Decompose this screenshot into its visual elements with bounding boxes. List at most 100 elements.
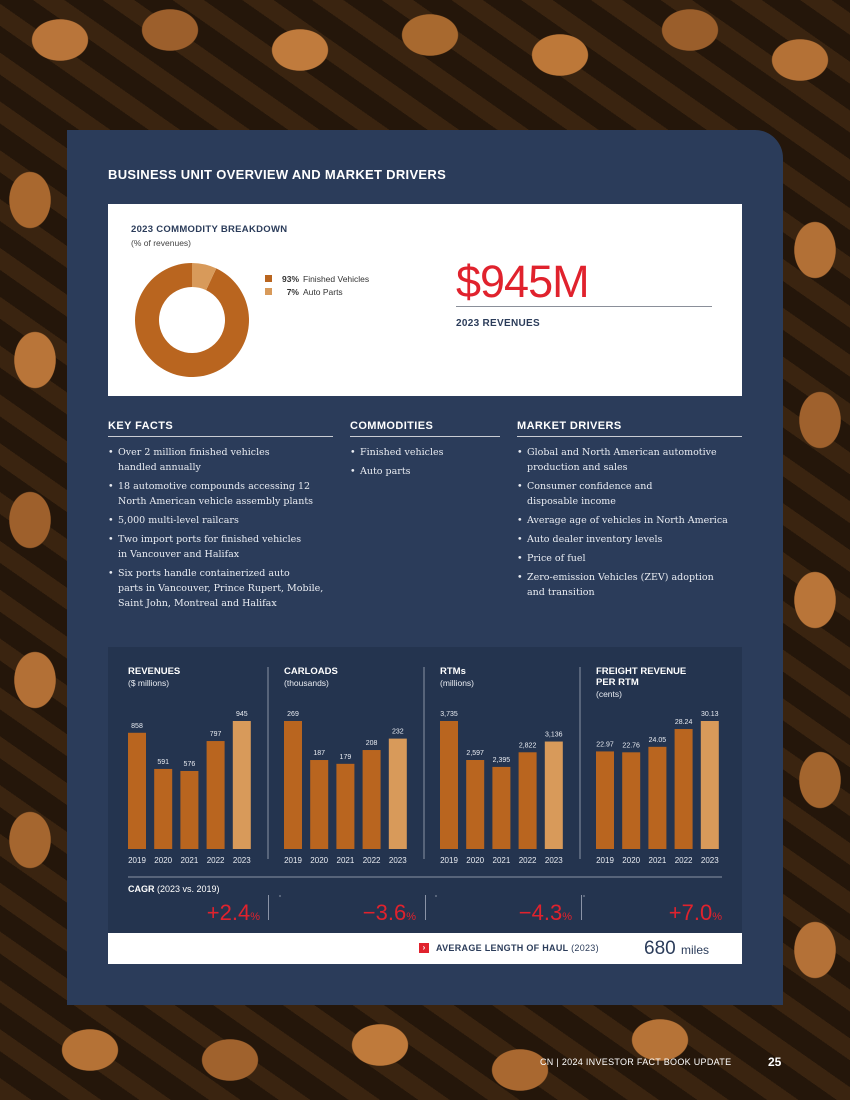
bullet-text-line: Saint John, Montreal and Halifax	[118, 598, 277, 609]
market-driver-item: Consumer confidence and disposable income	[517, 479, 742, 509]
market-drivers-list: Global and North American automotive prod…	[517, 445, 742, 604]
legend-percent: 7%	[286, 286, 299, 297]
breakdown-subtitle: (% of revenues)	[131, 238, 191, 248]
bullet-text-line: Six ports handle containerized auto	[118, 568, 290, 579]
bullet-text-line: Auto dealer inventory levels	[527, 534, 663, 545]
bullet-text-line: Consumer confidence and	[527, 481, 653, 492]
bar	[466, 759, 485, 849]
cagr-label: CAGR (2023 vs. 2019)	[128, 884, 220, 894]
x-tick-label: 2020	[310, 856, 328, 865]
bar-value-label: 2,395	[493, 757, 511, 764]
bar	[544, 741, 563, 849]
cagr-number: −3.6	[362, 900, 407, 925]
bar	[362, 750, 381, 849]
chart-title: RTMs	[440, 666, 466, 677]
cagr-number: −4.3	[518, 900, 563, 925]
bullet-text-line: 18 automotive compounds accessing 12	[118, 481, 311, 492]
x-tick-label: 2022	[363, 856, 381, 865]
bar	[622, 752, 641, 849]
donut-slice	[192, 263, 217, 291]
bar-value-label: 24.05	[649, 737, 667, 744]
chart-subtitle: (millions)	[440, 678, 474, 688]
x-tick-label: 2023	[389, 856, 407, 865]
haul-label: AVERAGE LENGTH OF HAUL (2023)	[436, 943, 599, 953]
x-tick-label: 2021	[493, 856, 511, 865]
breakdown-title: 2023 COMMODITY BREAKDOWN	[131, 224, 288, 235]
bullet-text-line: handled annually	[118, 462, 201, 473]
bullet-text-line: Average age of vehicles in North America	[527, 515, 728, 526]
bar-value-label: 858	[131, 723, 143, 730]
stats-panel: REVENUES ($ millions) 858 2019 591 2020 576 202…	[108, 647, 742, 933]
key-fact-item: Two import ports for finished vehicles in…	[108, 532, 333, 562]
x-tick-label: 2020	[466, 856, 484, 865]
bar	[284, 721, 302, 849]
bar	[518, 752, 537, 849]
x-tick-label: 2022	[675, 856, 693, 865]
bullet-text-line: production and sales	[527, 462, 628, 473]
bar	[154, 768, 173, 849]
market-driver-item: Price of fuel	[517, 551, 742, 566]
bullet-text-line: Two import ports for finished vehicles	[118, 534, 302, 545]
cagr-unit: %	[406, 911, 416, 923]
bar	[440, 721, 458, 849]
haul-number: 680	[644, 938, 676, 959]
bar	[492, 766, 511, 849]
cagr-title: CAGR	[128, 884, 155, 894]
x-tick-label: 2021	[649, 856, 667, 865]
cagr-separator	[581, 895, 582, 920]
legend-item-finished-vehicles: 93% Finished Vehicles	[265, 272, 369, 285]
bar-value-label: 576	[184, 761, 196, 768]
bar-value-label: 208	[366, 740, 378, 747]
section-title: BUSINESS UNIT OVERVIEW AND MARKET DRIVER…	[108, 167, 447, 182]
bar-value-label: 3,136	[545, 732, 563, 739]
legend-swatch	[265, 275, 272, 282]
bar	[648, 746, 667, 849]
x-tick-label: 2021	[181, 856, 199, 865]
bar-value-label: 30.13	[701, 711, 719, 718]
cagr-value-carloads: −3.6%	[286, 900, 416, 926]
cagr-number: +7.0	[668, 900, 713, 925]
bar-value-label: 269	[287, 711, 299, 718]
x-tick-label: 2020	[622, 856, 640, 865]
bar	[128, 732, 146, 849]
bar	[674, 729, 693, 849]
revenue-headline-label: 2023 REVENUES	[456, 318, 540, 329]
bar	[336, 763, 355, 849]
bar-value-label: 945	[236, 711, 248, 718]
chart-title: REVENUES	[128, 666, 180, 677]
bar-value-label: 2,597	[466, 750, 484, 757]
legend-label: Auto Parts	[303, 286, 343, 297]
commodity-item: Auto parts	[350, 464, 500, 479]
x-tick-label: 2023	[545, 856, 563, 865]
bar	[232, 721, 251, 849]
x-tick-label: 2022	[207, 856, 225, 865]
bar-charts: REVENUES($ millions) 858 2019 591 2020 576 202…	[128, 666, 722, 897]
bar-value-label: 232	[392, 729, 404, 736]
bar-value-label: 797	[210, 731, 222, 738]
cagr-separator	[268, 895, 269, 920]
bar	[596, 751, 614, 849]
revenue-headline-value: $945M	[456, 256, 590, 307]
legend-label: Finished Vehicles	[303, 273, 370, 284]
bullet-text-line: North American vehicle assembly plants	[118, 496, 314, 507]
market-driver-item: Auto dealer inventory levels	[517, 532, 742, 547]
bar-value-label: 2,822	[519, 742, 537, 749]
chart-subtitle: ($ millions)	[128, 678, 169, 688]
bullet-text-line: in Vancouver and Halifax	[118, 549, 240, 560]
bullet-text-line: Finished vehicles	[360, 447, 444, 458]
commodity-breakdown-card: 2023 COMMODITY BREAKDOWN (% of revenues)…	[108, 204, 742, 396]
bar-value-label: 22.97	[596, 741, 614, 748]
cagr-value-freight-revenue: +7.0%	[592, 900, 722, 926]
average-length-of-haul-bar: › AVERAGE LENGTH OF HAUL (2023) 680 mile…	[108, 933, 742, 964]
chart-subtitle: (thousands)	[284, 678, 329, 688]
commodities-heading: COMMODITIES	[350, 420, 434, 432]
x-tick-label: 2021	[337, 856, 355, 865]
market-driver-item: Global and North American automotive prod…	[517, 445, 742, 475]
bullet-text-line: disposable income	[527, 496, 616, 507]
x-tick-label: 2023	[701, 856, 719, 865]
bar-value-label: 3,735	[440, 711, 458, 718]
legend-percent: 93%	[281, 273, 299, 284]
bar-value-label: 591	[157, 759, 169, 766]
bullet-text-line: Price of fuel	[527, 553, 586, 564]
x-tick-label: 2019	[596, 856, 614, 865]
